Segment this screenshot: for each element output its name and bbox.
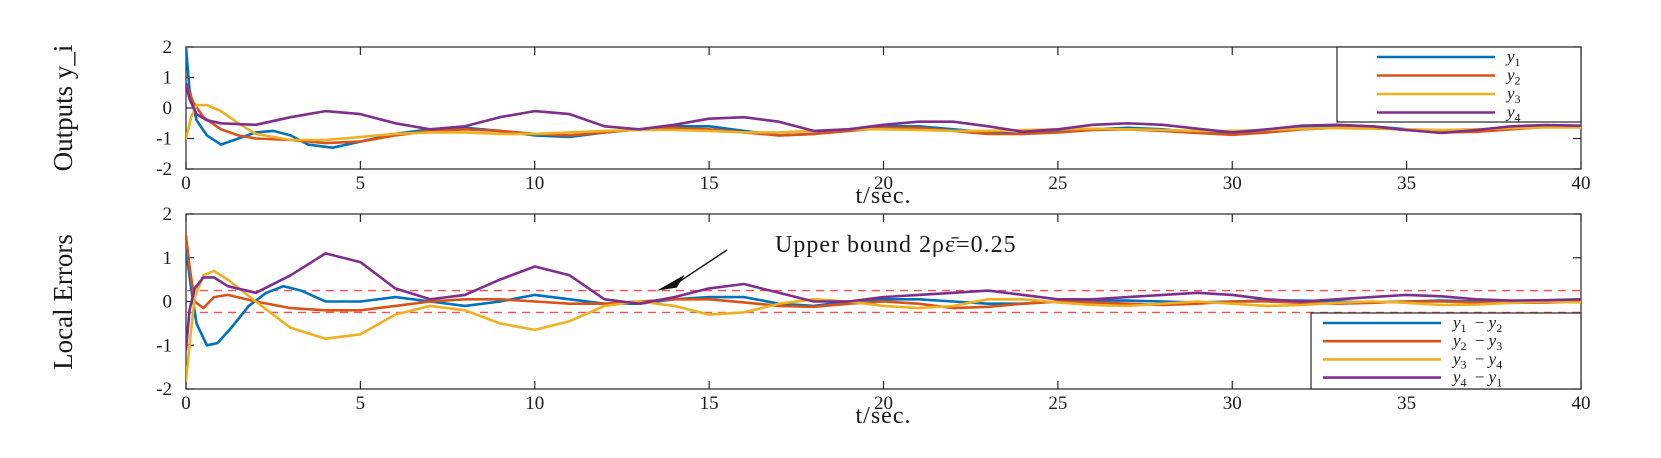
y-tick-label: 1 bbox=[163, 68, 173, 89]
legend-entry-y4-y1: y4 − y1 bbox=[1451, 368, 1502, 390]
x-tick-label: 40 bbox=[1572, 173, 1591, 194]
x-tick-label: 25 bbox=[1048, 173, 1067, 194]
x-tick-label: 10 bbox=[525, 393, 544, 414]
series-line-y4 bbox=[186, 82, 1581, 135]
legend-entry-y3: y3 bbox=[1505, 84, 1521, 106]
legend-entry-y2: y2 bbox=[1505, 66, 1521, 88]
series-line-y4-y1 bbox=[186, 252, 1581, 351]
y-tick-label: 0 bbox=[163, 98, 173, 119]
x-tick-label: 35 bbox=[1397, 173, 1416, 194]
y-tick-label: -2 bbox=[156, 159, 172, 180]
x-tick-label: 5 bbox=[356, 173, 366, 194]
legend-entry-y1-y2: y1 − y2 bbox=[1451, 313, 1502, 335]
x-tick-label: 0 bbox=[181, 393, 191, 414]
y-tick-label: 1 bbox=[163, 248, 173, 269]
y-tick-label: -1 bbox=[156, 129, 172, 150]
x-tick-label: 10 bbox=[525, 173, 544, 194]
x-tick-label: 20 bbox=[874, 393, 893, 414]
legend-entry-y1: y1 bbox=[1505, 47, 1521, 69]
x-tick-label: 15 bbox=[700, 393, 719, 414]
y-tick-label: 2 bbox=[163, 37, 173, 58]
x-tick-label: 30 bbox=[1223, 173, 1242, 194]
x-tick-label: 20 bbox=[874, 173, 893, 194]
annotation-text: Upper bound 2ρε̄=0.25 bbox=[775, 232, 1017, 258]
x-tick-label: 30 bbox=[1223, 393, 1242, 414]
x-tick-label: 25 bbox=[1048, 393, 1067, 414]
legend-entry-y3-y4: y3 − y4 bbox=[1451, 349, 1502, 371]
x-axis-label: t/sec. bbox=[856, 183, 912, 209]
y-tick-label: 0 bbox=[163, 292, 173, 313]
x-tick-label: 15 bbox=[700, 173, 719, 194]
x-axis-label: t/sec. bbox=[856, 403, 912, 429]
legend-box bbox=[1336, 46, 1582, 123]
y-tick-label: 2 bbox=[163, 204, 173, 225]
x-tick-label: 5 bbox=[356, 393, 366, 414]
y-axis-label: Outputs y_i bbox=[48, 45, 78, 172]
legend: y1 − y2 y2 − y3 y3 − y4 y4 − y1 bbox=[1310, 312, 1582, 390]
legend-entry-y2-y3: y2 − y3 bbox=[1451, 331, 1502, 353]
series-line-y3-y4 bbox=[186, 269, 1581, 382]
x-tick-label: 40 bbox=[1572, 393, 1591, 414]
x-tick-label: 35 bbox=[1397, 393, 1416, 414]
annotation-arrow-line bbox=[674, 249, 728, 286]
x-tick-label: 0 bbox=[181, 173, 191, 194]
y-tick-label: -2 bbox=[156, 379, 172, 400]
legend-entry-y4: y4 bbox=[1505, 103, 1521, 125]
y-axis-label: Local Errors bbox=[48, 234, 78, 370]
legend: y1 y2 y3 y4 bbox=[1336, 46, 1582, 125]
y-tick-label: -1 bbox=[156, 335, 172, 356]
annotation-arrowhead bbox=[656, 274, 685, 291]
